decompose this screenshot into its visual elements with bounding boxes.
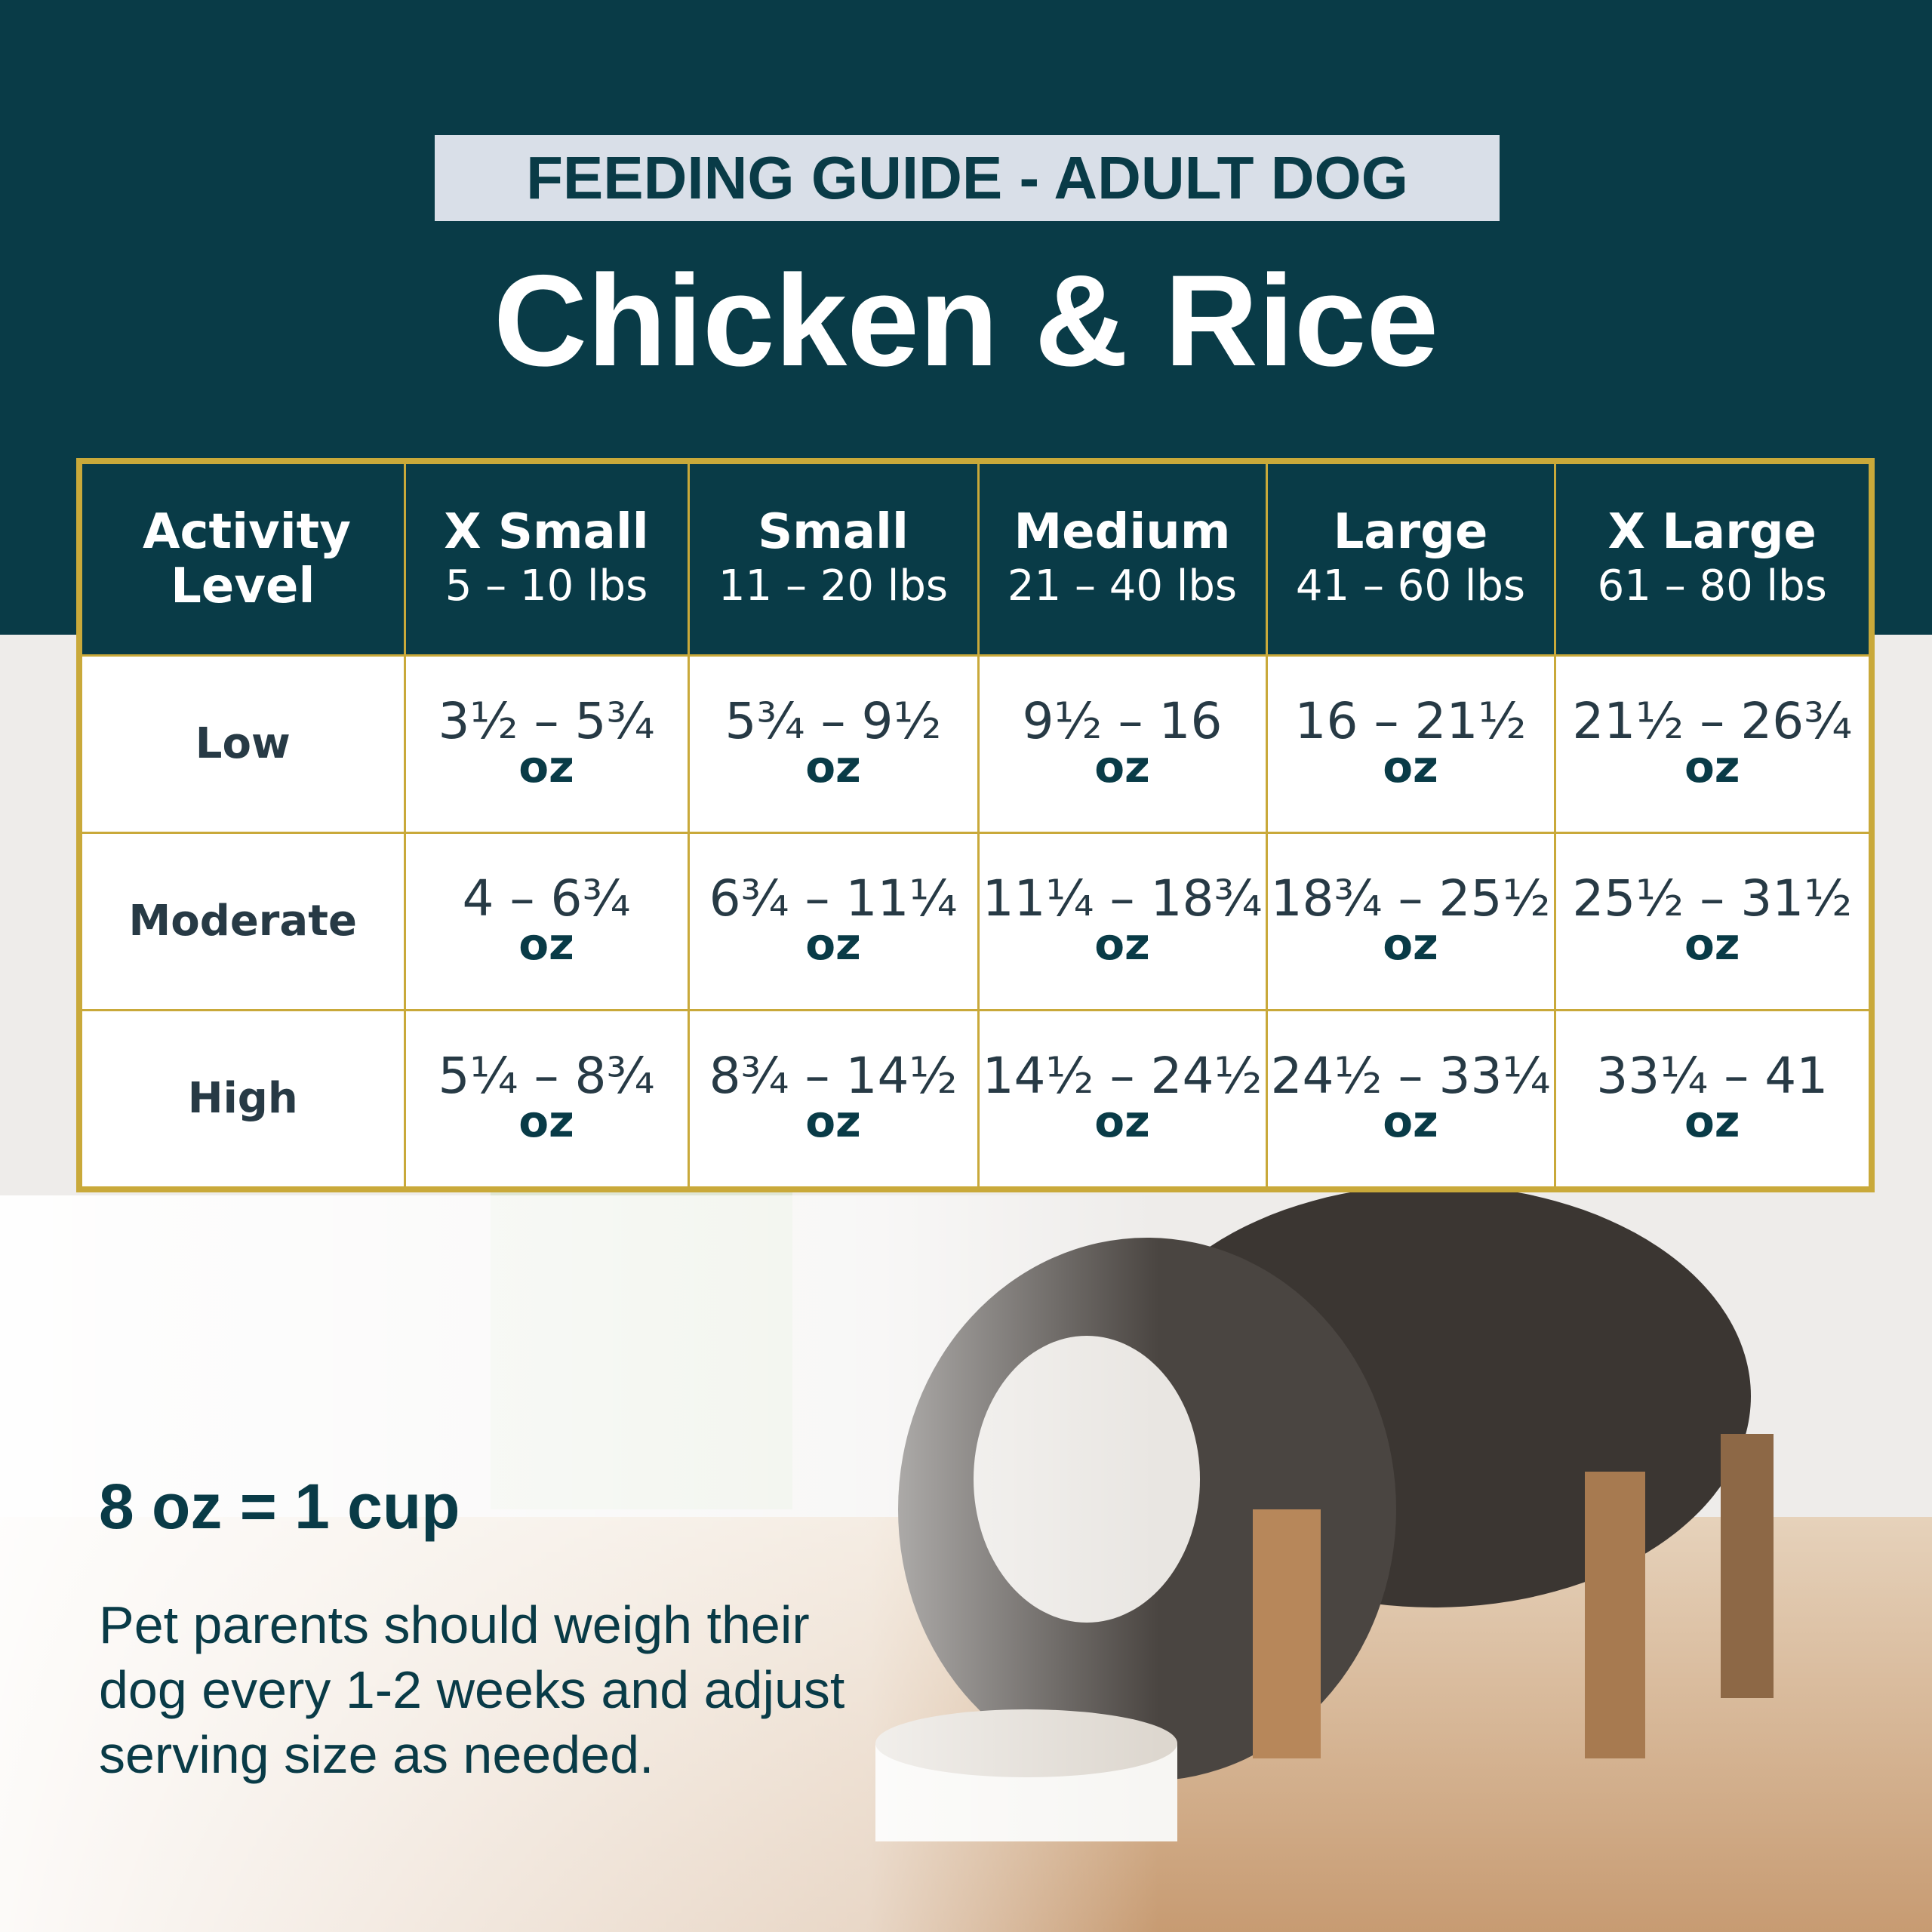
amount-cell: 33¼ – 41 oz	[1553, 1009, 1873, 1191]
size-range: 5 – 10 lbs	[445, 561, 648, 611]
size-range: 41 – 60 lbs	[1295, 561, 1526, 611]
unit: oz	[518, 741, 574, 792]
corner-label: Activity Level	[143, 504, 351, 614]
amount: 3½ – 5¾	[438, 692, 655, 750]
amount: 5¼ – 8¾	[438, 1047, 655, 1105]
unit: oz	[518, 918, 574, 970]
amount-cell: 8¾ – 14½ oz	[687, 1009, 980, 1191]
amount-cell: 11¼ – 18¾ oz	[977, 832, 1268, 1011]
size-name: X Small	[444, 504, 649, 560]
amount-cell: 14½ – 24½ oz	[977, 1009, 1268, 1191]
amount-cell: 16 – 21½ oz	[1265, 654, 1556, 834]
unit: oz	[518, 1096, 574, 1147]
amount: 25½ – 31½	[1572, 869, 1853, 928]
amount: 5¾ – 9½	[724, 692, 942, 750]
size-range: 11 – 20 lbs	[718, 561, 949, 611]
size-range: 21 – 40 lbs	[1007, 561, 1238, 611]
unit: oz	[1094, 918, 1150, 970]
product-title: Chicken & Rice	[493, 248, 1439, 393]
amount-cell: 4 – 6¾ oz	[403, 832, 690, 1011]
amount-cell: 24½ – 33¼ oz	[1265, 1009, 1556, 1191]
size-header: Medium 21 – 40 lbs	[977, 460, 1268, 657]
amount-cell: 18¾ – 25½ oz	[1265, 832, 1556, 1011]
amount: 8¾ – 14½	[709, 1047, 958, 1105]
unit: oz	[1094, 741, 1150, 792]
row: Moderate 4 – 6¾ oz 6¾ – 11¼ oz 11¼ – 18¾ oz 18¾…	[78, 832, 1873, 1011]
row: Low 3½ – 5¾ oz 5¾ – 9½ oz 9½ – 16 oz 16 – 21½ oz…	[78, 654, 1873, 834]
note: Pet parents should weigh their dog every…	[99, 1595, 845, 1784]
size-name: X Large	[1607, 504, 1817, 560]
size-range: 61 – 80 lbs	[1597, 561, 1827, 611]
unit: oz	[805, 1096, 861, 1147]
activity-level: High	[78, 1009, 406, 1191]
feeding-table: Activity Level X Small 5 – 10 lbs Small 11 –…	[76, 458, 1875, 1192]
size-name: Medium	[1014, 504, 1231, 560]
size-name: Small	[758, 504, 909, 560]
amount-cell: 9½ – 16 oz	[977, 654, 1268, 834]
amount: 21½ – 26¾	[1572, 692, 1853, 750]
amount: 24½ – 33¼	[1270, 1047, 1551, 1105]
unit: oz	[1684, 1096, 1740, 1147]
size-name: Large	[1333, 504, 1488, 560]
size-header: Small 11 – 20 lbs	[687, 460, 980, 657]
amount: 14½ – 24½	[982, 1047, 1263, 1105]
amount-cell: 5¾ – 9½ oz	[687, 654, 980, 834]
amount: 18¾ – 25½	[1270, 869, 1551, 928]
amount: 33¼ – 41	[1596, 1047, 1829, 1105]
amount-cell: 6¾ – 11¼ oz	[687, 832, 980, 1011]
amount: 4 – 6¾	[462, 869, 631, 928]
unit: oz	[1383, 1096, 1438, 1147]
corner-header: Activity Level	[78, 460, 406, 657]
unit: oz	[1383, 741, 1438, 792]
unit: oz	[1684, 918, 1740, 970]
amount: 6¾ – 11¼	[709, 869, 958, 928]
size-header: Large 41 – 60 lbs	[1265, 460, 1556, 657]
amount-cell: 3½ – 5¾ oz	[403, 654, 690, 834]
amount: 11¼ – 18¾	[982, 869, 1263, 928]
activity-level: Low	[78, 654, 406, 834]
unit: oz	[1094, 1096, 1150, 1147]
guide-label: FEEDING GUIDE - ADULT DOG	[435, 135, 1500, 221]
unit: oz	[805, 741, 861, 792]
size-header: X Large 61 – 80 lbs	[1553, 460, 1873, 657]
amount: 16 – 21½	[1294, 692, 1527, 750]
amount: 9½ – 16	[1022, 692, 1223, 750]
amount-cell: 25½ – 31½ oz	[1553, 832, 1873, 1011]
amount-cell: 21½ – 26¾ oz	[1553, 654, 1873, 834]
activity-level: Moderate	[78, 832, 406, 1011]
unit: oz	[805, 918, 861, 970]
amount-cell: 5¼ – 8¾ oz	[403, 1009, 690, 1191]
unit: oz	[1684, 741, 1740, 792]
unit: oz	[1383, 918, 1438, 970]
size-header: X Small 5 – 10 lbs	[403, 460, 690, 657]
row: High 5¼ – 8¾ oz 8¾ – 14½ oz 14½ – 24½ oz 24½ – …	[78, 1009, 1873, 1191]
conversion: 8 oz = 1 cup	[99, 1471, 460, 1542]
header-row: Activity Level X Small 5 – 10 lbs Small 11 –…	[78, 460, 1873, 657]
